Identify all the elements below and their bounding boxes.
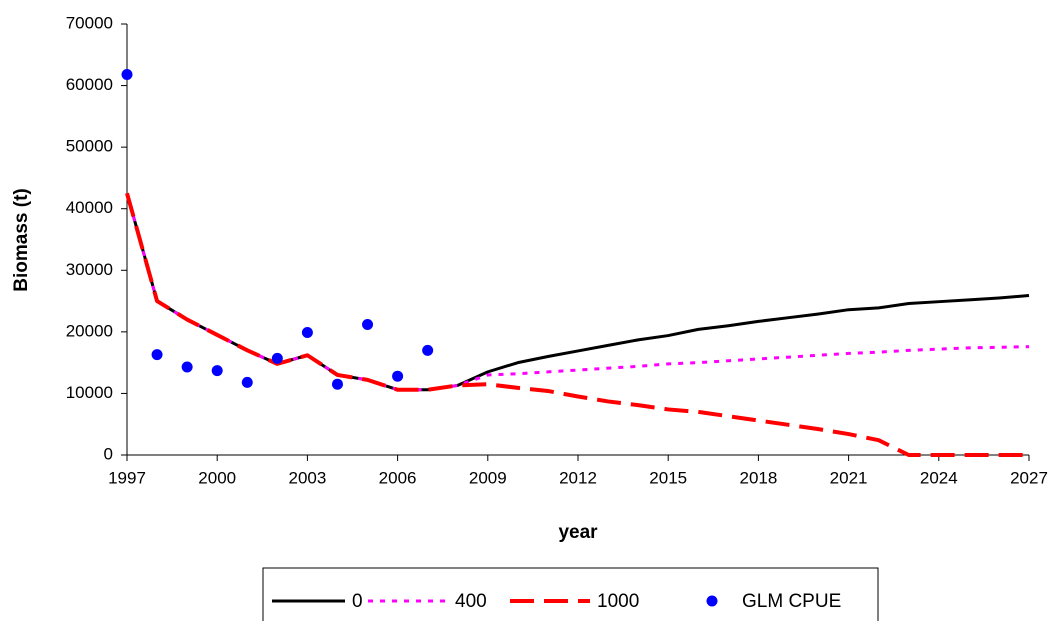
y-axis-title: Biomass (t) bbox=[11, 188, 32, 291]
data-point bbox=[392, 370, 404, 382]
series-line bbox=[125, 192, 1030, 392]
data-point bbox=[422, 344, 434, 356]
data-point bbox=[331, 378, 343, 390]
series-line bbox=[125, 192, 1030, 392]
data-point bbox=[241, 376, 253, 388]
data-point bbox=[211, 365, 223, 377]
legend-label: GLM CPUE bbox=[742, 591, 841, 612]
y-tick-label: 60000 bbox=[66, 75, 113, 94]
x-tick-label: 2000 bbox=[198, 468, 236, 487]
legend-label: 1000 bbox=[597, 591, 639, 612]
x-axis-title: year bbox=[558, 522, 598, 543]
y-tick-label: 10000 bbox=[66, 383, 113, 402]
y-tick-label: 70000 bbox=[66, 13, 113, 32]
x-tick-label: 2024 bbox=[920, 468, 958, 487]
x-tick-label: 2015 bbox=[649, 468, 687, 487]
x-tick-label: 2027 bbox=[1010, 468, 1048, 487]
x-tick-label: 2006 bbox=[379, 468, 417, 487]
x-tick-label: 1997 bbox=[108, 468, 146, 487]
y-tick-label: 40000 bbox=[66, 198, 113, 217]
data-point bbox=[362, 318, 374, 330]
legend-box bbox=[262, 567, 879, 621]
y-tick-label: 0 bbox=[104, 444, 113, 463]
x-tick-label: 2009 bbox=[469, 468, 507, 487]
x-tick-label: 2003 bbox=[288, 468, 326, 487]
legend-marker bbox=[706, 595, 718, 607]
data-point bbox=[121, 68, 133, 80]
series-line bbox=[125, 192, 1029, 457]
data-point bbox=[271, 352, 283, 364]
x-tick-label: 2018 bbox=[739, 468, 777, 487]
legend-label: 400 bbox=[455, 591, 487, 612]
y-tick-label: 20000 bbox=[66, 321, 113, 340]
data-point bbox=[181, 361, 193, 373]
data-point bbox=[151, 349, 163, 361]
y-tick-label: 30000 bbox=[66, 260, 113, 279]
y-tick-label: 50000 bbox=[66, 137, 113, 156]
legend-label: 0 bbox=[352, 591, 363, 612]
x-tick-label: 2012 bbox=[559, 468, 597, 487]
data-point bbox=[301, 326, 313, 338]
x-tick-label: 2021 bbox=[830, 468, 868, 487]
